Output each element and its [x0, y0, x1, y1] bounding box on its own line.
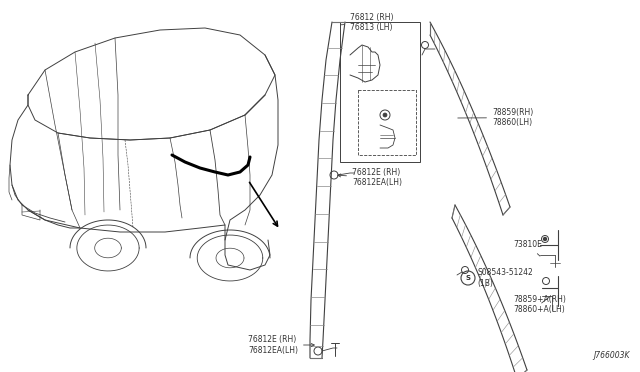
Circle shape: [543, 237, 547, 241]
Bar: [340, 22, 420, 162]
Text: 73810E: 73810E: [513, 240, 542, 256]
Circle shape: [383, 113, 387, 117]
Text: 76812E (RH)
76812EA(LH): 76812E (RH) 76812EA(LH): [338, 168, 402, 187]
Text: S08543-51242
(1B): S08543-51242 (1B): [477, 268, 532, 288]
Text: 78859(RH)
78860(LH): 78859(RH) 78860(LH): [458, 108, 533, 127]
Text: 76812E (RH)
76812EA(LH): 76812E (RH) 76812EA(LH): [248, 335, 314, 355]
Text: 76812 (RH)
76813 (LH): 76812 (RH) 76813 (LH): [340, 13, 394, 32]
Bar: [358, 90, 416, 155]
Text: J766003K: J766003K: [593, 351, 630, 360]
Text: 78859+A(RH)
78860+A(LH): 78859+A(RH) 78860+A(LH): [513, 295, 566, 314]
Text: S: S: [465, 275, 470, 281]
